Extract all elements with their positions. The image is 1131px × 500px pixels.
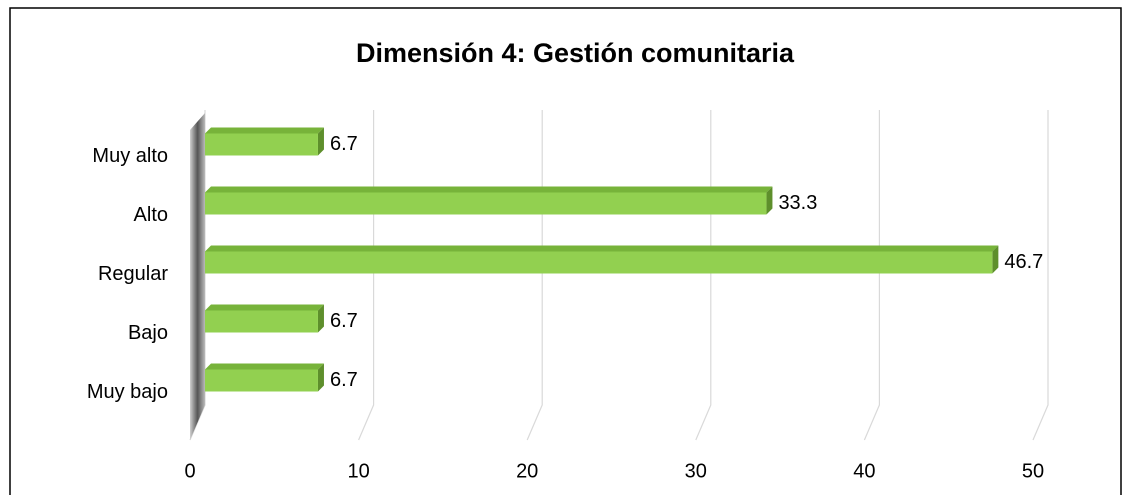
- bar: [205, 363, 324, 392]
- bar-top: [205, 245, 999, 252]
- data-label: 46.7: [1004, 251, 1043, 273]
- grid-line: [863, 110, 880, 441]
- bar-front: [205, 133, 318, 156]
- bar-front: [205, 192, 767, 215]
- data-label: 6.7: [330, 369, 358, 391]
- data-label: 6.7: [330, 310, 358, 332]
- bar: [205, 127, 324, 156]
- y-tick-label: Muy alto: [92, 145, 168, 167]
- bar-side: [317, 363, 324, 392]
- bar-top: [205, 127, 324, 134]
- x-tick-label: 20: [516, 460, 538, 482]
- x-tick-label: 40: [853, 460, 875, 482]
- data-label: 33.3: [778, 192, 817, 214]
- bar-side: [992, 245, 999, 274]
- bar-top: [205, 186, 773, 193]
- x-tick-label: 0: [184, 460, 195, 482]
- bar-side: [766, 186, 773, 215]
- bar-top: [205, 304, 324, 311]
- back-wall: [190, 113, 205, 440]
- bar-top: [205, 363, 324, 370]
- bar: [205, 186, 773, 215]
- bar-side: [317, 127, 324, 156]
- x-tick-label: 30: [685, 460, 707, 482]
- bar-front: [205, 369, 318, 392]
- y-tick-label: Bajo: [128, 322, 168, 344]
- chart-title: Dimensión 4: Gestión comunitaria: [356, 38, 795, 68]
- y-tick-label: Regular: [98, 263, 168, 285]
- bar: [205, 304, 324, 333]
- bar-side: [317, 304, 324, 333]
- data-label: 6.7: [330, 133, 358, 155]
- x-tick-label: 10: [347, 460, 369, 482]
- grid-line: [1032, 110, 1049, 441]
- bar: [205, 245, 999, 274]
- bar-front: [205, 310, 318, 333]
- y-tick-label: Muy bajo: [87, 381, 168, 403]
- x-tick-label: 50: [1022, 460, 1044, 482]
- y-tick-label: Alto: [134, 204, 168, 226]
- bar-front: [205, 251, 993, 274]
